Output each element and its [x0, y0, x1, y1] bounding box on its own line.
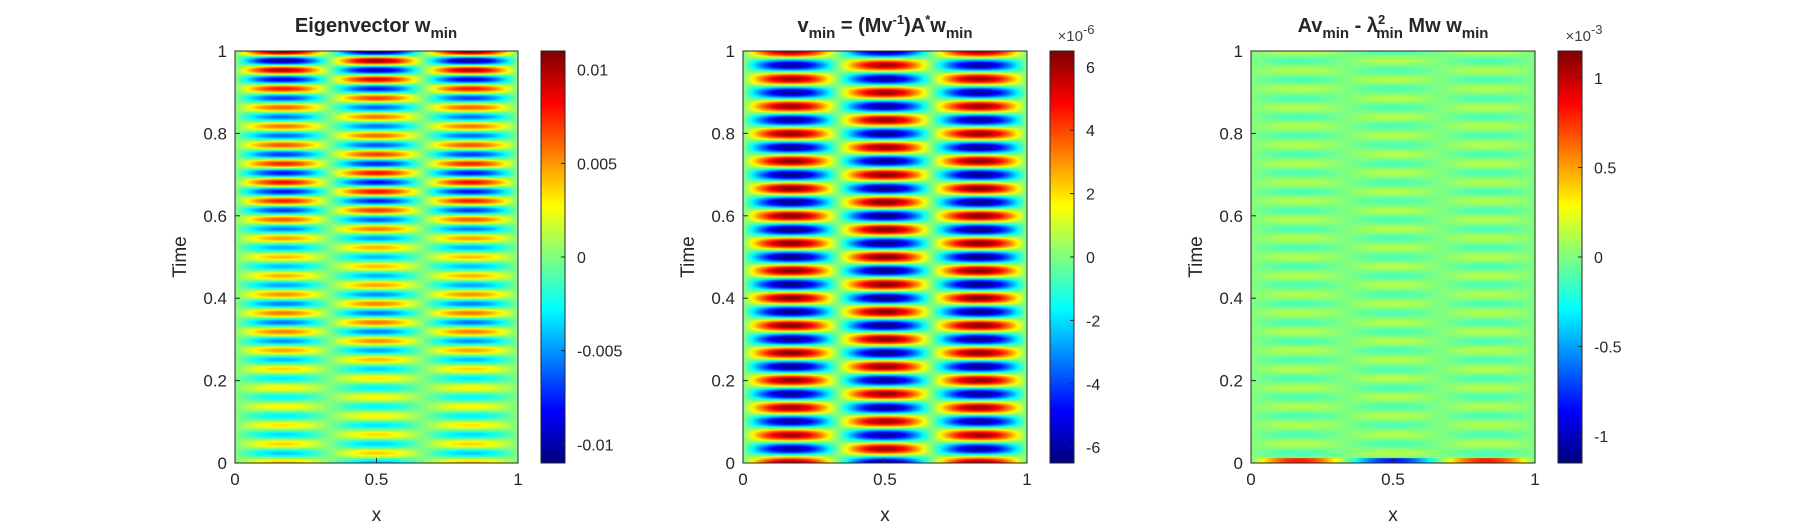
colorbar-tick-label: 6	[1086, 60, 1095, 77]
panel-1-ytick-label: 0.4	[203, 289, 227, 308]
panel-3-colorbar-ticks: 1 0.5 0 -0.5 -1	[1578, 71, 1622, 446]
panel-3: Avmin - λ2 min Mw wmin 0 0.5 1 0 0.2 0.4 …	[1186, 12, 1622, 525]
panel-2-xtick-label: 0.5	[873, 470, 897, 489]
panel-1-ytick-label: 0.2	[203, 372, 227, 391]
panel-1-ytick-label: 0	[218, 454, 227, 473]
panel-2-ytick-label: 0.2	[711, 372, 735, 391]
panel-3-ytick-label: 0.6	[1219, 207, 1243, 226]
panel-1-colorbar-ticks: 0.01 0.005 0 -0.005 -0.01	[561, 63, 622, 454]
colorbar-tick-label: -0.005	[577, 344, 622, 361]
colorbar-tick-label: 1	[1594, 71, 1603, 88]
panel-1-ytick-label: 0.8	[203, 124, 227, 143]
panel-3-ytick-label: 0.4	[1219, 289, 1243, 308]
colorbar-tick-label: -2	[1086, 313, 1100, 330]
panel-3-ylabel: Time	[1186, 236, 1207, 278]
colorbar-tick-label: 0.01	[577, 63, 608, 80]
colorbar-tick-label: 2	[1086, 187, 1095, 204]
panel-2: vmin = (Mv-1)A*wmin 0 0.5 1 0 0.2 0.4 0.…	[678, 12, 1100, 525]
panel-3-xtick-label: 0	[1246, 470, 1255, 489]
panel-2-y-ticks: 0 0.2 0.4 0.6 0.8 1	[711, 42, 748, 473]
colorbar-tick-label: -4	[1086, 377, 1100, 394]
panel-3-title: Avmin - λ2 min Mw wmin	[1298, 12, 1489, 42]
panel-3-ytick-label: 0.2	[1219, 372, 1243, 391]
panel-3-y-ticks: 0 0.2 0.4 0.6 0.8 1	[1219, 42, 1256, 473]
colorbar-tick-label: 0	[577, 250, 586, 267]
panel-2-ytick-label: 0	[726, 454, 735, 473]
panel-3-x-ticks: 0 0.5 1	[1246, 458, 1540, 489]
colorbar-tick-label: -1	[1594, 429, 1608, 446]
panel-2-heatmap	[743, 51, 1027, 463]
panel-1-ytick-label: 0.6	[203, 207, 227, 226]
panel-1-xtick-label: 1	[513, 470, 522, 489]
panel-1-y-ticks: 0 0.2 0.4 0.6 0.8 1	[203, 42, 240, 473]
panel-1-title: Eigenvector wmin	[295, 15, 457, 42]
panel-1-ytick-label: 1	[218, 42, 227, 61]
panel-2-xtick-label: 0	[738, 470, 747, 489]
panel-1-ylabel: Time	[170, 236, 191, 278]
panel-3-xlabel: x	[1388, 505, 1398, 525]
colorbar-tick-label: -0.5	[1594, 340, 1622, 357]
colorbar-tick-label: 0	[1594, 250, 1603, 267]
panel-3-xtick-label: 0.5	[1381, 470, 1405, 489]
colorbar-tick-label: 4	[1086, 123, 1095, 140]
panel-3-ytick-label: 1	[1234, 42, 1243, 61]
panel-2-ytick-label: 0.6	[711, 207, 735, 226]
panel-1-xtick-label: 0.5	[365, 470, 389, 489]
colorbar-tick-label: -0.01	[577, 437, 614, 454]
colorbar-tick-label: 0.5	[1594, 160, 1616, 177]
panel-1: Eigenvector wmin 0 0.5 1 0 0.2 0.4 0.6 0…	[170, 15, 622, 525]
panel-3-xtick-label: 1	[1530, 470, 1539, 489]
panel-3-heatmap	[1251, 51, 1535, 463]
panel-2-title: vmin = (Mv-1)A*wmin	[797, 12, 972, 42]
panel-2-colorbar-ticks: 6 4 2 0 -2 -4 -6	[1070, 60, 1100, 457]
panel-2-colorbar-exponent: ×10-6	[1057, 22, 1094, 45]
panel-1-xtick-label: 0	[230, 470, 239, 489]
panel-1-x-ticks: 0 0.5 1	[230, 458, 523, 489]
panel-2-xlabel: x	[880, 505, 890, 525]
colorbar-tick-label: -6	[1086, 440, 1100, 457]
colorbar-tick-label: 0	[1086, 250, 1095, 267]
panel-2-ytick-label: 1	[726, 42, 735, 61]
panel-2-ylabel: Time	[678, 236, 699, 278]
panel-2-xtick-label: 1	[1022, 470, 1031, 489]
panel-3-colorbar-exponent: ×10-3	[1565, 22, 1602, 45]
panel-1-xlabel: x	[372, 505, 382, 525]
panel-1-heatmap	[235, 51, 518, 463]
panel-3-ytick-label: 0	[1234, 454, 1243, 473]
panel-2-ytick-label: 0.4	[711, 289, 735, 308]
panel-2-x-ticks: 0 0.5 1	[738, 458, 1032, 489]
panel-2-ytick-label: 0.8	[711, 124, 735, 143]
colorbar-tick-label: 0.005	[577, 156, 617, 173]
panel-3-ytick-label: 0.8	[1219, 124, 1243, 143]
